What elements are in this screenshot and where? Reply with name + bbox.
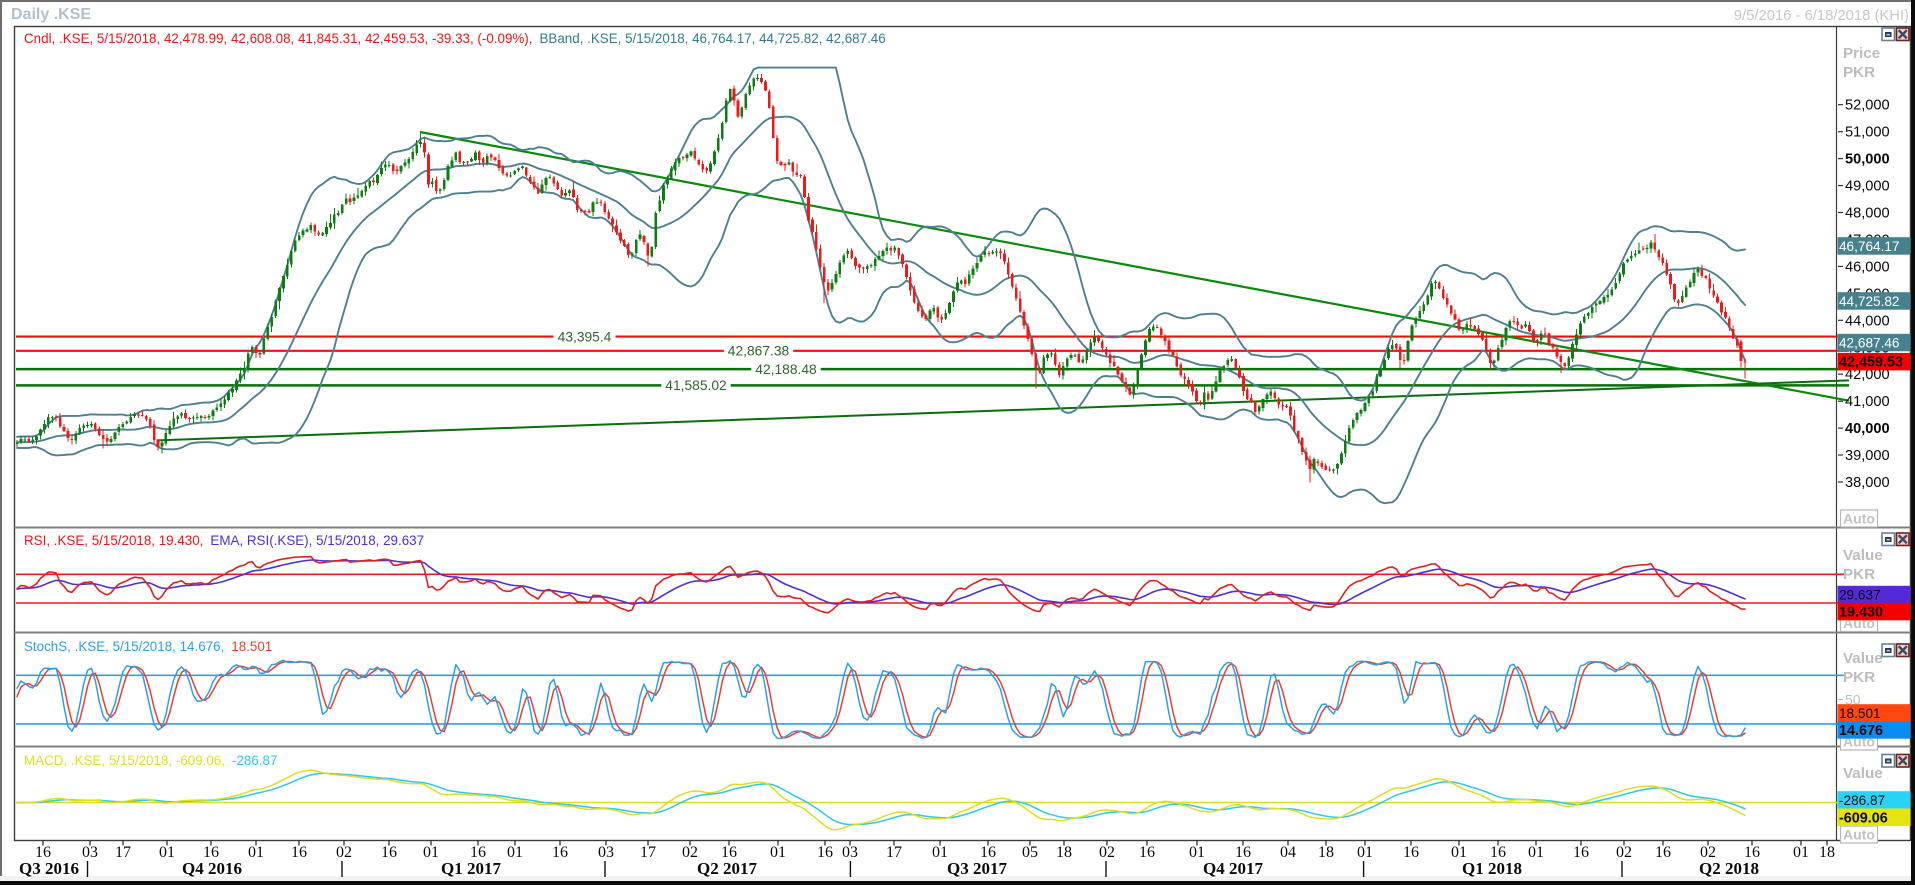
svg-text:51,000: 51,000 [1845, 125, 1890, 141]
svg-text:42,459.53: 42,459.53 [1839, 355, 1903, 371]
svg-text:Cndl, .KSE, 5/15/2018, 42,478.: Cndl, .KSE, 5/15/2018, 42,478.99, 42,608… [24, 31, 886, 46]
svg-text:19.430: 19.430 [1839, 605, 1883, 621]
svg-text:01: 01 [770, 844, 786, 861]
svg-text:Q4 2017: Q4 2017 [1203, 859, 1263, 878]
svg-text:StochS, .KSE, 5/15/2018, 14.67: StochS, .KSE, 5/15/2018, 14.676, 18.501 [24, 639, 272, 654]
svg-text:Auto: Auto [1843, 511, 1875, 527]
svg-text:42,000: 42,000 [1845, 367, 1890, 383]
svg-text:46,000: 46,000 [1845, 259, 1890, 275]
svg-text:02: 02 [1700, 844, 1716, 861]
svg-text:9/5/2016 - 6/18/2018 (KHI): 9/5/2016 - 6/18/2018 (KHI) [1734, 8, 1909, 24]
svg-text:43,395.4: 43,395.4 [558, 329, 612, 344]
svg-text:52,000: 52,000 [1845, 98, 1890, 114]
svg-text:16: 16 [552, 844, 568, 861]
svg-text:42,687.46: 42,687.46 [1839, 336, 1899, 351]
svg-text:50,000: 50,000 [1845, 152, 1890, 168]
svg-text:Price: Price [1843, 45, 1880, 62]
svg-text:16: 16 [203, 844, 219, 861]
svg-text:18: 18 [1819, 844, 1835, 861]
svg-text:29.637: 29.637 [1839, 588, 1881, 603]
svg-text:Q4 2016: Q4 2016 [182, 859, 242, 878]
svg-text:02: 02 [1099, 844, 1115, 861]
svg-text:01: 01 [1357, 844, 1373, 861]
svg-text:03: 03 [82, 844, 98, 861]
svg-text:16: 16 [1573, 844, 1589, 861]
svg-text:04: 04 [1280, 844, 1296, 861]
svg-text:16: 16 [817, 844, 833, 861]
svg-text:-286.87: -286.87 [1839, 793, 1885, 808]
svg-text:16: 16 [291, 844, 307, 861]
svg-text:01: 01 [1793, 844, 1809, 861]
svg-text:18: 18 [1056, 844, 1072, 861]
svg-text:41,000: 41,000 [1845, 394, 1890, 410]
svg-text:38,000: 38,000 [1845, 475, 1890, 491]
svg-text:16: 16 [1744, 844, 1760, 861]
svg-text:Daily .KSE: Daily .KSE [11, 6, 91, 23]
svg-text:PKR: PKR [1843, 669, 1875, 686]
svg-text:PKR: PKR [1843, 566, 1875, 583]
svg-text:48,000: 48,000 [1845, 206, 1890, 222]
svg-text:17: 17 [115, 844, 131, 861]
svg-text:40,000: 40,000 [1845, 421, 1890, 437]
svg-text:16: 16 [721, 844, 737, 861]
svg-text:Value: Value [1843, 765, 1883, 782]
svg-text:49,000: 49,000 [1845, 179, 1890, 195]
svg-text:01: 01 [1451, 844, 1467, 861]
svg-text:Auto: Auto [1843, 827, 1875, 843]
svg-text:03: 03 [842, 844, 858, 861]
svg-text:02: 02 [682, 844, 698, 861]
svg-text:44,000: 44,000 [1845, 313, 1890, 329]
svg-text:Q3 2016: Q3 2016 [19, 859, 79, 878]
svg-text:Q2 2017: Q2 2017 [697, 859, 757, 878]
svg-text:16: 16 [1490, 844, 1506, 861]
svg-text:01: 01 [507, 844, 523, 861]
svg-text:16: 16 [980, 844, 996, 861]
svg-text:01: 01 [1189, 844, 1205, 861]
svg-text:05: 05 [1022, 844, 1038, 861]
svg-text:16: 16 [1235, 844, 1251, 861]
svg-text:01: 01 [1528, 844, 1544, 861]
svg-text:14.676: 14.676 [1839, 723, 1883, 739]
svg-text:Q1 2017: Q1 2017 [441, 859, 501, 878]
svg-text:Q3 2017: Q3 2017 [947, 859, 1007, 878]
svg-text:MACD, .KSE, 5/15/2018, -609.06: MACD, .KSE, 5/15/2018, -609.06, -286.87 [24, 753, 277, 768]
svg-text:16: 16 [470, 844, 486, 861]
svg-text:16: 16 [35, 844, 51, 861]
svg-text:02: 02 [1616, 844, 1632, 861]
svg-text:17: 17 [886, 844, 902, 861]
svg-text:Value: Value [1843, 547, 1883, 564]
svg-text:18.501: 18.501 [1839, 706, 1881, 721]
svg-text:16: 16 [1139, 844, 1155, 861]
svg-text:41,585.02: 41,585.02 [665, 378, 726, 393]
svg-text:42,867.38: 42,867.38 [728, 344, 790, 359]
svg-text:PKR: PKR [1843, 64, 1875, 81]
svg-text:42,188.48: 42,188.48 [755, 362, 817, 377]
svg-text:01: 01 [159, 844, 175, 861]
svg-text:17: 17 [640, 844, 656, 861]
svg-text:01: 01 [248, 844, 264, 861]
svg-text:16: 16 [1655, 844, 1671, 861]
svg-text:Value: Value [1843, 650, 1883, 667]
svg-text:16: 16 [1403, 844, 1419, 861]
svg-text:46,764.17: 46,764.17 [1839, 239, 1899, 254]
svg-text:02: 02 [336, 844, 352, 861]
svg-text:01: 01 [932, 844, 948, 861]
svg-text:01: 01 [423, 844, 439, 861]
svg-text:Q2 2018: Q2 2018 [1699, 859, 1759, 878]
svg-text:44,725.82: 44,725.82 [1839, 294, 1899, 309]
svg-text:50: 50 [1845, 692, 1861, 708]
svg-text:39,000: 39,000 [1845, 448, 1890, 464]
svg-text:03: 03 [598, 844, 614, 861]
svg-text:18: 18 [1318, 844, 1334, 861]
svg-text:16: 16 [381, 844, 397, 861]
svg-text:RSI, .KSE, 5/15/2018, 19.430,E: RSI, .KSE, 5/15/2018, 19.430, EMA, RSI(.K… [24, 533, 424, 548]
svg-text:Q1 2018: Q1 2018 [1462, 859, 1522, 878]
svg-text:-609.06: -609.06 [1839, 810, 1888, 826]
